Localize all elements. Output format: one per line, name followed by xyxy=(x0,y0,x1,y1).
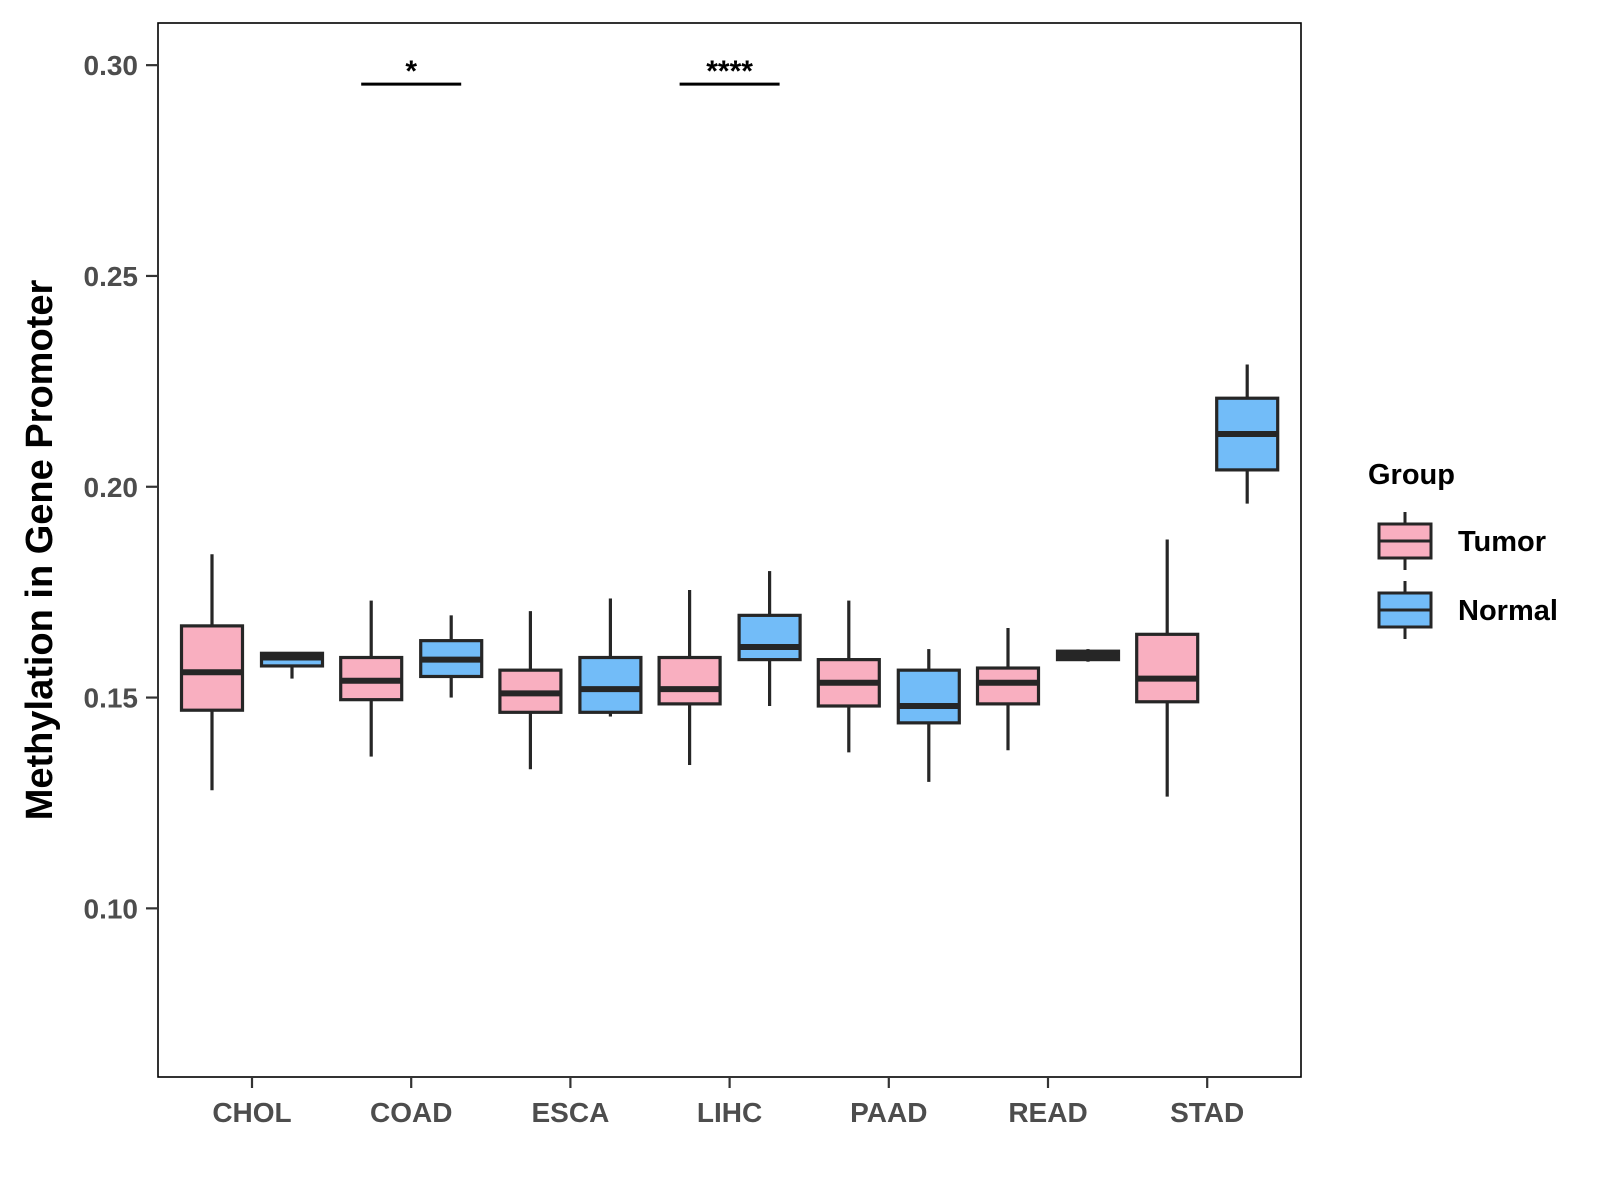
plot-panel xyxy=(157,22,1302,1078)
legend-item-normal: Normal xyxy=(1377,581,1558,639)
x-axis: CHOL COAD ESCA LIHC PAAD READ STAD xyxy=(212,1077,1244,1128)
x-tick-label-chol: CHOL xyxy=(212,1097,291,1128)
box-body xyxy=(657,655,722,706)
box-tumor-read xyxy=(975,627,1041,751)
x-tick-label-stad: STAD xyxy=(1170,1097,1244,1128)
y-tick-label: 0.20 xyxy=(84,472,139,503)
legend-item-tumor: Tumor xyxy=(1377,512,1546,570)
y-axis-title: Methylation in Gene Promoter xyxy=(19,280,61,821)
y-tick-label: 0.10 xyxy=(84,893,139,924)
y-tick-label: 0.25 xyxy=(84,261,139,292)
legend-label: Normal xyxy=(1458,595,1558,627)
x-tick-label-paad: PAAD xyxy=(850,1097,927,1128)
box-normal-read xyxy=(1055,649,1121,662)
box-normal-lihc xyxy=(737,571,802,706)
x-tick-label-esca: ESCA xyxy=(532,1097,610,1128)
y-tick-label: 0.30 xyxy=(84,50,139,81)
box-normal-coad xyxy=(419,615,484,698)
box-body xyxy=(578,655,643,714)
box-tumor-chol xyxy=(179,554,245,791)
legend-title: Group xyxy=(1368,459,1455,491)
significance-annotations: * **** xyxy=(361,55,780,88)
box-normal-paad xyxy=(896,649,961,782)
box-tumor-lihc xyxy=(657,590,722,766)
x-tick-label-lihc: LIHC xyxy=(697,1097,762,1128)
box-body xyxy=(179,624,245,712)
box-body xyxy=(737,613,802,662)
box-tumor-stad xyxy=(1135,539,1200,797)
box-body xyxy=(975,666,1041,706)
box-body xyxy=(896,668,961,725)
box-tumor-coad xyxy=(339,600,404,757)
x-tick-label-read: READ xyxy=(1008,1097,1087,1128)
significance-coad: * xyxy=(361,55,462,88)
box-normal-chol xyxy=(259,651,325,679)
box-normal-esca xyxy=(578,598,643,717)
significance-label: * xyxy=(405,55,417,88)
significance-lihc: **** xyxy=(679,55,780,88)
boxes xyxy=(179,364,1280,797)
y-tick-label: 0.15 xyxy=(84,683,139,714)
box-body xyxy=(1135,632,1200,704)
legend: Group Tumor Normal xyxy=(1368,459,1558,639)
significance-label: **** xyxy=(706,55,753,88)
legend-label: Tumor xyxy=(1458,526,1546,558)
box-tumor-paad xyxy=(816,600,881,753)
y-axis: 0.10 0.15 0.20 0.25 0.30 xyxy=(84,50,158,924)
box-tumor-esca xyxy=(498,611,563,770)
x-tick-label-coad: COAD xyxy=(370,1097,452,1128)
box-normal-stad xyxy=(1215,364,1280,504)
